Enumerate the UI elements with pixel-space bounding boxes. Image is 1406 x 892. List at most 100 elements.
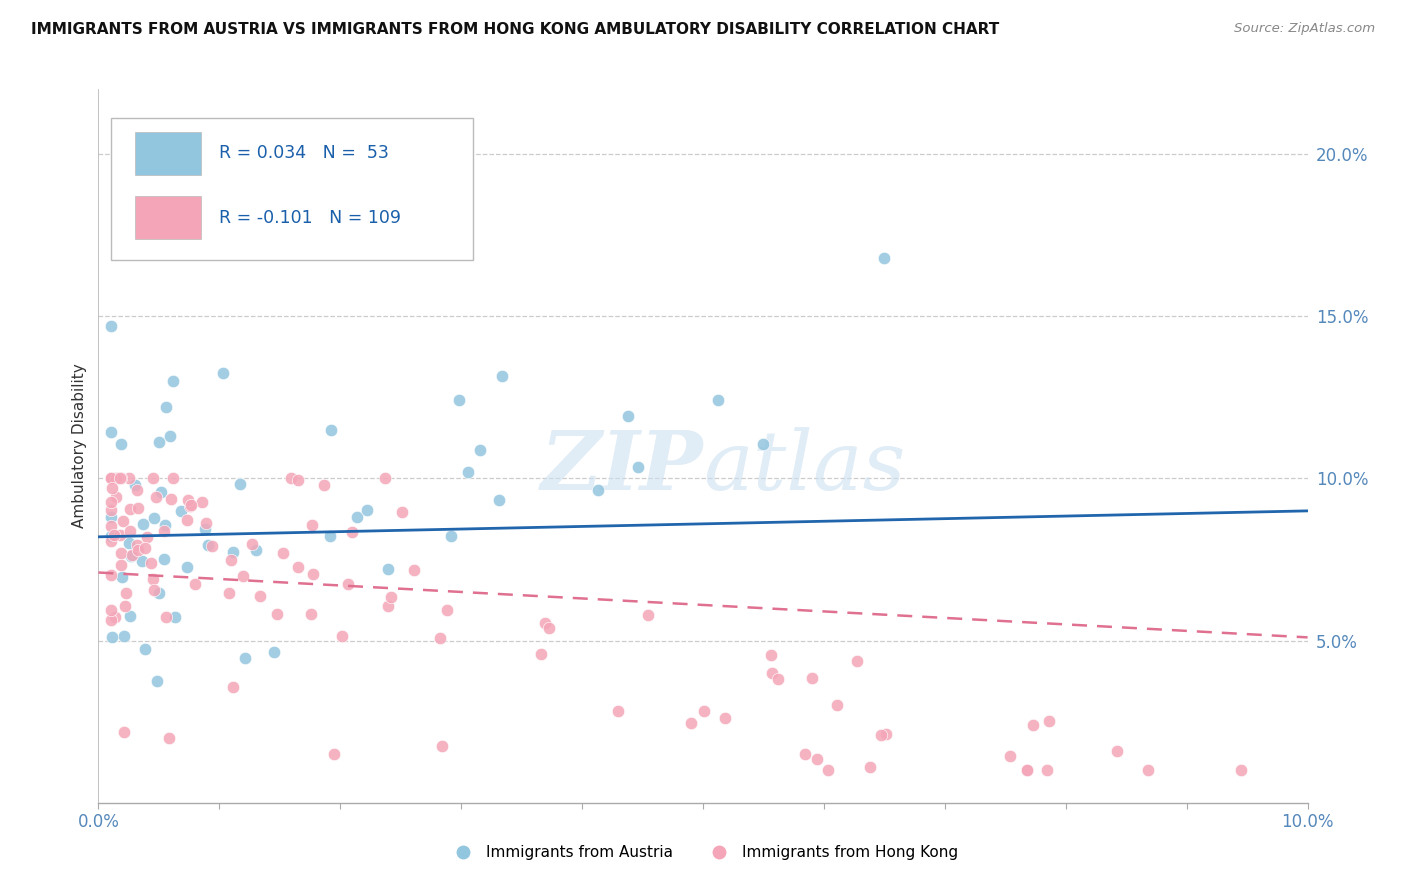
Point [145,490,167,504]
Point [377,561,399,575]
Point [869,728,891,742]
Point [330,629,353,643]
Point [127,500,149,515]
Point [346,510,368,524]
Point [110,437,132,451]
Point [468,443,491,458]
Point [1035,764,1057,778]
Point [825,698,848,713]
Point [759,648,782,662]
Point [104,471,127,485]
Point [191,495,214,509]
Point [271,546,294,560]
Point [752,437,775,451]
Point [873,252,896,266]
Point [118,471,141,485]
Text: ZIP: ZIP [540,427,703,508]
Point [232,569,254,583]
Point [150,484,173,499]
Point [266,607,288,621]
Point [1230,764,1253,778]
Point [110,471,132,485]
Bar [135,196,201,239]
Point [115,586,138,600]
Point [145,673,167,688]
Point [222,681,245,695]
Point [201,539,224,553]
Text: R = 0.034   N =  53: R = 0.034 N = 53 [219,145,389,162]
Point [136,530,159,544]
Point [127,483,149,498]
Point [447,393,470,408]
Point [162,471,184,485]
Point [1038,714,1060,729]
Text: atlas: atlas [703,427,905,508]
Point [121,549,143,563]
Point [195,516,218,531]
Point [103,528,125,542]
Point [221,545,243,559]
Point [155,518,177,533]
Point [100,425,122,439]
Point [859,760,882,774]
Point [875,726,897,740]
Point [141,471,163,485]
Point [439,529,461,543]
Point [377,599,399,614]
Point [336,576,359,591]
Point [100,510,122,524]
Point [134,642,156,657]
Point [111,570,134,584]
Point [160,491,183,506]
Point [457,465,479,479]
Point [280,471,302,485]
Point [319,423,342,437]
Point [245,543,267,558]
Point [155,400,177,414]
Point [118,608,141,623]
Point [176,560,198,574]
Point [301,517,323,532]
Point [314,477,336,491]
Point [100,613,122,627]
Point [148,585,170,599]
Point [134,541,156,556]
Point [124,478,146,492]
Point [319,529,342,543]
Point [537,621,560,635]
Point [153,524,176,538]
Point [356,502,378,516]
Point [107,471,129,485]
Point [165,609,187,624]
Point [155,610,177,624]
Point [713,711,735,725]
Point [100,495,122,509]
Point [606,704,628,718]
Point [112,629,135,643]
Point [100,529,122,543]
Point [287,559,309,574]
Point [302,566,325,581]
Point [120,502,142,516]
Point [693,704,716,718]
Point [141,556,163,570]
Point [104,490,127,504]
Point [1137,764,1160,778]
Point [488,493,510,508]
Point [120,524,142,538]
Point [197,539,219,553]
Point [299,607,322,621]
Point [112,725,135,739]
Point [176,513,198,527]
Point [143,582,166,597]
Point [100,534,122,549]
Point [114,599,136,613]
Point [169,504,191,518]
Point [845,654,868,668]
Point [233,651,256,665]
Point [637,607,659,622]
Point [143,511,166,525]
Point [432,739,454,754]
Point [104,610,127,624]
Point [100,603,122,617]
